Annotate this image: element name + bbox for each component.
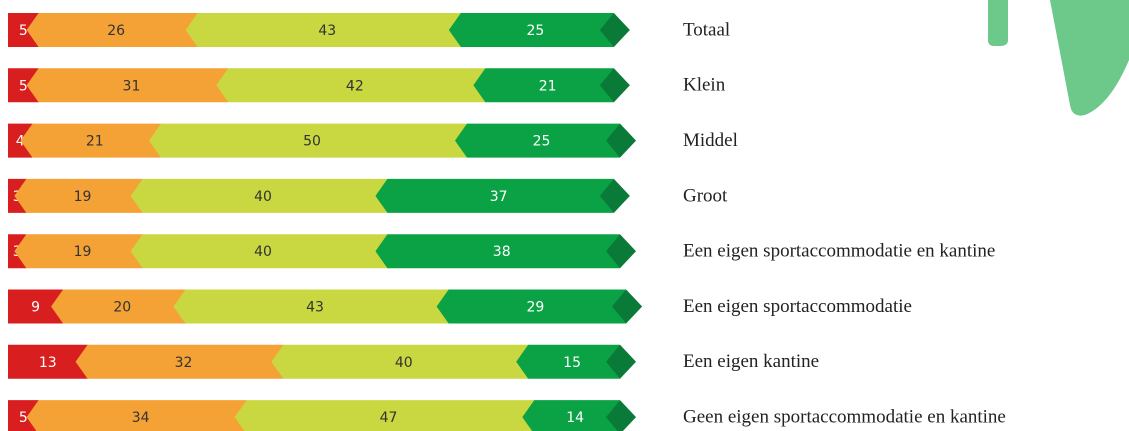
value-label: 25 [526,23,544,39]
value-label: 43 [306,300,324,316]
value-label: 40 [395,355,413,371]
value-label: 32 [175,355,193,371]
value-label: 29 [526,300,544,316]
category-label: Een eigen sportaccommodatie [683,296,912,317]
value-label: 5 [19,23,28,39]
value-label: 47 [380,410,398,426]
value-label: 19 [74,189,92,205]
value-label: 14 [566,410,584,426]
category-label: Groot [683,185,728,206]
value-label: 15 [563,355,581,371]
value-label: 20 [113,300,131,316]
value-label: 38 [493,244,511,260]
value-label: 40 [254,244,272,260]
value-label: 40 [254,189,272,205]
category-label: Klein [683,75,726,96]
category-label: Een eigen kantine [683,351,819,372]
value-label: 5 [19,78,28,94]
category-label: Geen eigen sportaccommodatie en kantine [683,406,1006,427]
value-label: 43 [318,23,336,39]
value-label: 42 [346,78,364,94]
category-label: Middel [683,130,738,151]
decoration [988,0,1008,46]
value-label: 31 [123,78,141,94]
category-label: Totaal [683,19,730,40]
value-label: 21 [86,134,104,150]
decoration [1050,0,1129,116]
value-label: 9 [31,300,40,316]
value-label: 50 [303,134,321,150]
chart: 5264325Totaal5314221Klein4215025Middel31… [0,0,1129,431]
value-label: 19 [74,244,92,260]
value-label: 25 [533,134,551,150]
value-label: 34 [132,410,150,426]
value-label: 21 [539,78,557,94]
value-label: 37 [490,189,508,205]
category-label: Een eigen sportaccommodatie en kantine [683,241,995,262]
value-label: 13 [39,355,57,371]
value-label: 26 [107,23,125,39]
value-label: 5 [19,410,28,426]
